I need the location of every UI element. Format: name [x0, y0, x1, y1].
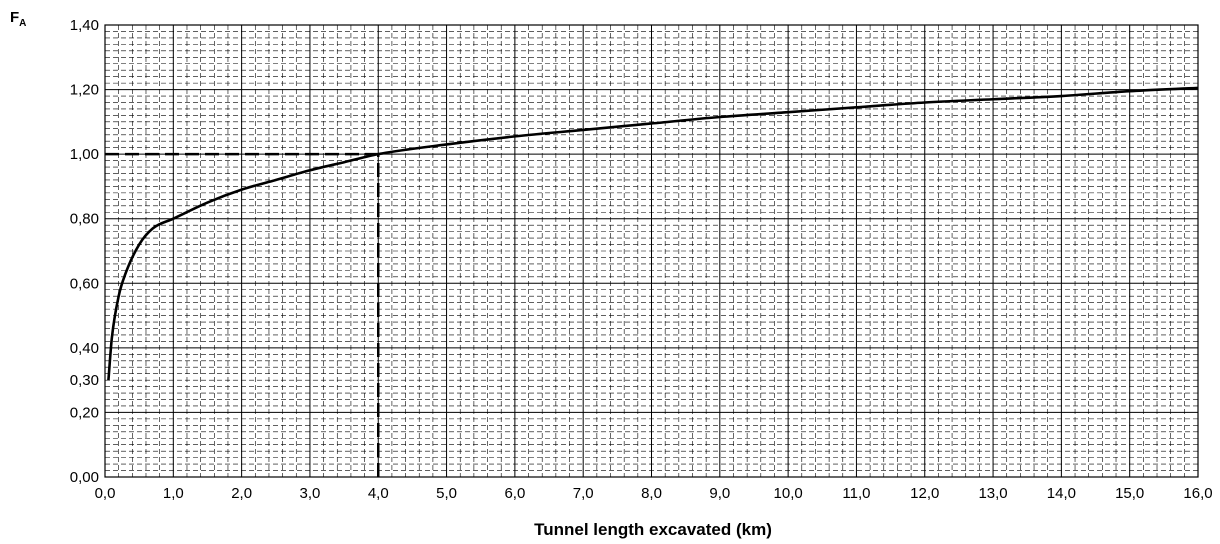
x-tick-label: 1,0 — [163, 485, 184, 502]
plot-frame — [104, 24, 1199, 478]
reference-lines — [105, 152, 380, 477]
y-axis-label: FA — [10, 9, 26, 29]
x-tick-label: 12,0 — [910, 485, 939, 502]
y-tick-label: 1,40 — [70, 17, 99, 34]
series-group — [107, 86, 1199, 381]
x-axis-label: Tunnel length excavated (km) — [534, 520, 772, 539]
x-tick-label: 16,0 — [1183, 485, 1212, 502]
x-tick-label: 8,0 — [641, 485, 662, 502]
y-tick-label: 0,60 — [70, 275, 99, 292]
x-tick-label: 11,0 — [842, 485, 870, 502]
x-tick-label: 15,0 — [1115, 485, 1144, 502]
x-tick-label: 2,0 — [231, 485, 252, 502]
x-tick-label: 13,0 — [978, 485, 1007, 502]
x-tick-label: 6,0 — [504, 485, 525, 502]
y-axis-label-main: F — [10, 9, 19, 26]
y-axis-label-subscript: A — [19, 18, 26, 29]
y-tick-label: 0,20 — [70, 404, 99, 421]
x-tick-label: 9,0 — [709, 485, 730, 502]
x-tick-label: 10,0 — [774, 485, 803, 502]
x-tick-label: 0,0 — [95, 485, 116, 502]
y-tick-label: 1,20 — [70, 82, 99, 99]
x-tick-label: 7,0 — [573, 485, 594, 502]
x-tick-label: 5,0 — [436, 485, 457, 502]
y-tick-label: 0,30 — [70, 372, 99, 389]
y-tick-label: 0,00 — [70, 469, 99, 486]
x-tick-label: 4,0 — [368, 485, 389, 502]
series-line — [107, 86, 1199, 381]
y-axis-ticks: 0,00 0,20 0,30 0,40 0,60 0,80 1,00 1,20 1,40 — [70, 17, 99, 486]
y-tick-label: 0,40 — [70, 340, 99, 357]
x-tick-label: 3,0 — [300, 485, 321, 502]
y-tick-label: 0,80 — [70, 211, 99, 228]
x-axis-ticks: 0,0 1,0 2,0 3,0 4,0 5,0 6,0 7,0 8,0 9,0 10,0 11,0 12… — [95, 485, 1213, 502]
y-tick-label: 1,00 — [70, 146, 99, 163]
x-tick-label: 14,0 — [1047, 485, 1076, 502]
